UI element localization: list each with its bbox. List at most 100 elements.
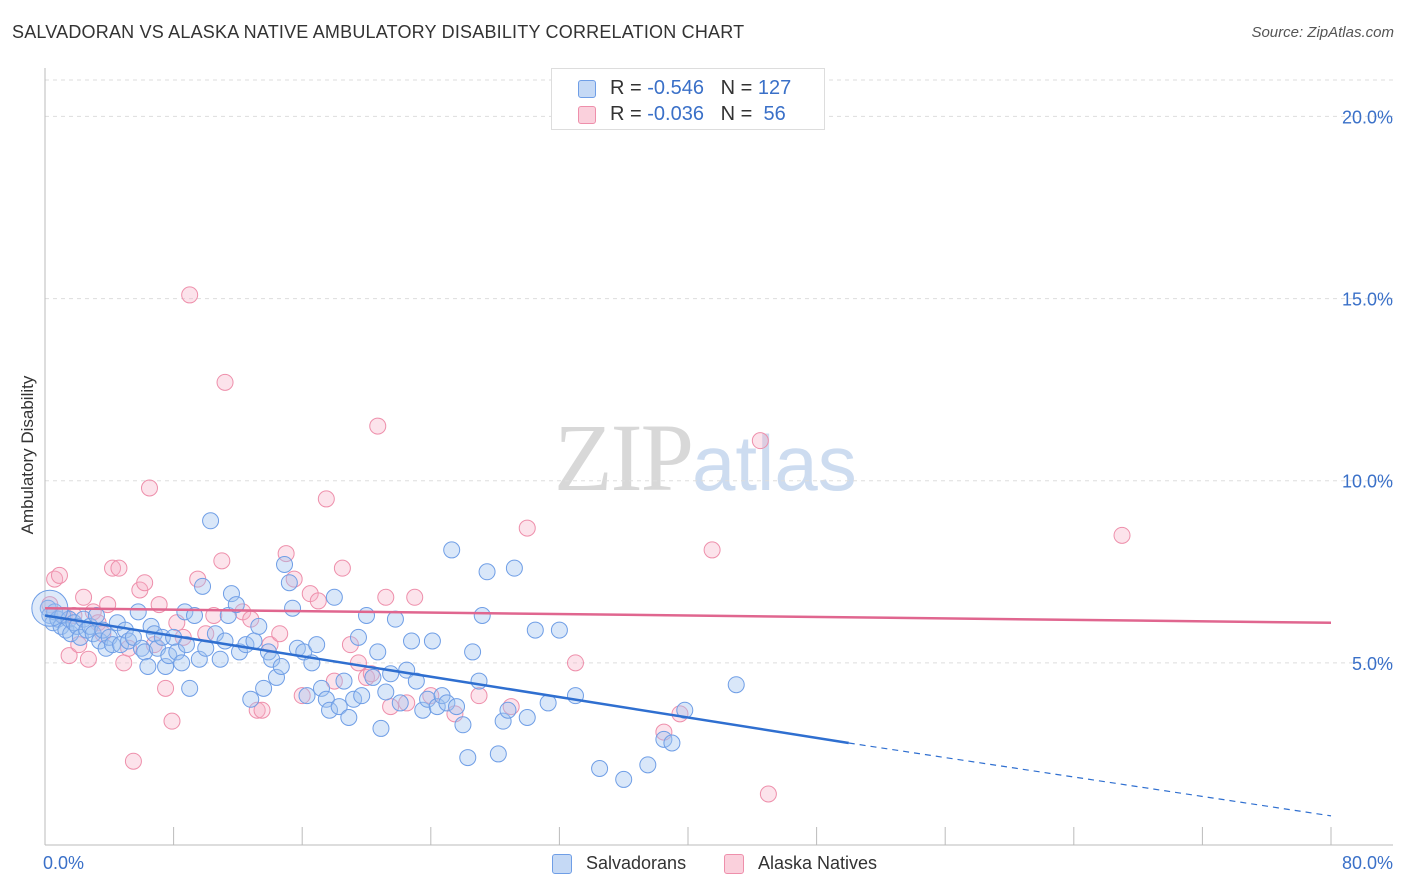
point-salvadorans [639,756,657,774]
point-salvadorans [364,668,382,686]
correlation-legend: R = -0.546 N = 127 R = -0.036 N = 56 [551,68,825,130]
point-salvadorans [459,749,477,767]
point-salvadorans [464,643,482,661]
point-alaska-natives [325,672,343,690]
point-alaska-natives [115,654,133,672]
point-salvadorans [403,632,421,650]
point-salvadorans [242,690,260,708]
source-label: Source: ZipAtlas.com [1251,24,1394,41]
point-alaska-natives [349,654,367,672]
point-salvadorans [62,625,80,643]
point-salvadorans [194,577,212,595]
y-axis-label: Ambulatory Disability [18,375,37,535]
point-salvadorans [280,574,298,592]
point-salvadorans [353,687,371,705]
point-alaska-natives [566,654,584,672]
r-label: R = [610,103,648,125]
point-salvadorans [428,698,446,716]
point-salvadorans [157,658,175,675]
point-salvadorans [377,683,395,701]
point-alaska-natives [293,687,311,705]
point-salvadorans [129,603,147,621]
point-salvadorans [526,621,544,639]
point-alaska-natives [398,694,416,712]
x-tick-label-min: 0.0% [43,853,84,873]
point-salvadorans [176,603,194,621]
legend-swatch-alaska-natives [578,106,596,124]
point-salvadorans [267,668,285,686]
point-salvadorans [136,643,154,661]
point-salvadorans [255,679,273,697]
point-alaska-natives [136,574,154,592]
legend-stats-salvadorans: R = -0.546 N = 127 [610,77,791,100]
point-alaska-natives [181,286,199,304]
point-salvadorans [168,643,186,661]
point-salvadorans [139,658,157,675]
r-value: -0.036 [647,103,704,125]
point-salvadorans [312,679,330,697]
y-tick-label: 20.0% [1342,107,1393,127]
point-salvadorans [325,588,343,606]
point-salvadorans [349,628,367,646]
point-salvadorans [663,734,681,752]
point-salvadorans [550,621,568,639]
y-tick-label: 5.0% [1352,654,1393,674]
point-salvadorans [591,760,609,777]
point-salvadorans [494,712,512,730]
point-alaska-natives [406,588,424,606]
point-salvadorans [423,632,441,650]
point-salvadorans [345,690,363,708]
y-tick-label: 15.0% [1342,290,1393,310]
point-salvadorans [448,698,466,716]
bottom-legend-label-alaska-natives: Alaska Natives [758,853,878,873]
watermark-atlas: atlas [692,419,857,507]
point-alaska-natives [470,687,488,705]
point-alaska-natives [271,625,289,643]
point-alaska-natives [309,592,327,610]
point-alaska-natives [163,712,181,730]
point-salvadorans [181,679,199,697]
point-alaska-natives [518,519,536,537]
x-tick-label-max: 80.0% [1342,853,1393,873]
point-salvadorans [454,716,472,734]
watermark: ZIPatlas [554,402,857,513]
n-value: 127 [757,77,792,99]
point-alaska-natives [124,752,142,770]
point-salvadorans [222,585,240,603]
point-salvadorans [419,690,437,708]
point-alaska-natives [1113,526,1131,544]
trendline-alaska-natives [44,606,1332,625]
point-salvadorans [284,599,302,617]
point-salvadorans [358,607,375,624]
point-alaska-natives [277,545,295,563]
point-alaska-natives [140,479,158,497]
point-alaska-natives [213,552,231,570]
point-salvadorans [407,672,425,690]
point-alaska-natives [333,559,351,577]
point-alaska-natives [248,701,266,719]
point-alaska-natives [157,679,175,697]
bottom-legend-label-salvadorans: Salvadorans [586,853,687,873]
point-alaska-natives [79,650,97,668]
point-salvadorans [489,745,507,763]
point-salvadorans [227,596,245,614]
point-salvadorans [386,610,404,628]
point-salvadorans [160,647,178,665]
point-salvadorans [478,563,496,581]
legend-stats-alaska-natives: R = -0.036 N = 56 [610,103,786,126]
point-salvadorans [655,730,673,748]
point-alaska-natives [751,432,769,450]
point-salvadorans [298,687,316,705]
point-salvadorans [443,541,461,559]
point-alaska-natives [50,566,68,584]
point-alaska-natives [253,701,271,719]
point-alaska-natives [205,607,223,624]
point-salvadorans [321,701,339,719]
watermark-zip: ZIP [554,404,694,511]
trendline-salvadorans [44,614,849,745]
point-salvadorans [91,632,109,650]
point-alaska-natives [703,541,721,559]
point-salvadorans [250,617,268,635]
point-alaska-natives [216,373,234,391]
